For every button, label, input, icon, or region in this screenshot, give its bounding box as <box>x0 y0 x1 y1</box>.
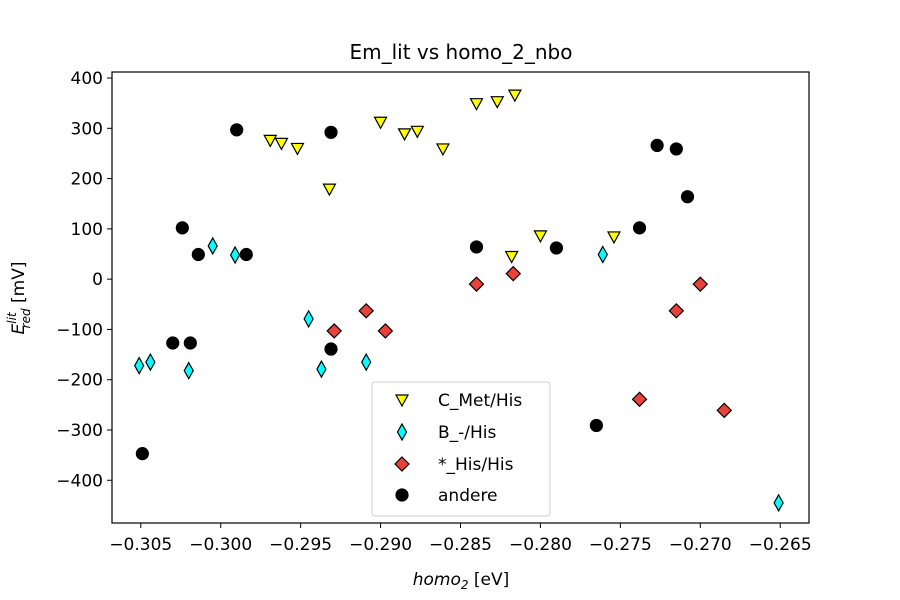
x-axis-label-main: homo <box>413 570 461 590</box>
legend: C_Met/His B_-/His *_His/His andere <box>371 381 551 517</box>
data-point <box>589 418 603 433</box>
series-c-met-his <box>263 89 621 264</box>
data-point <box>504 250 519 264</box>
data-point <box>631 391 648 408</box>
y-tick-label: 0 <box>92 270 103 290</box>
y-tick-label: 300 <box>71 119 103 139</box>
x-tick-label: −0.305 <box>109 535 172 555</box>
x-tick-label: −0.270 <box>669 535 732 555</box>
x-axis-label-sub: 2 <box>461 578 469 592</box>
x-tick-label: −0.275 <box>589 535 652 555</box>
y-tick-label: 200 <box>71 170 103 190</box>
legend-marker-c-met-his <box>394 394 410 408</box>
data-point <box>230 123 244 137</box>
y-tick-label: 400 <box>71 69 103 89</box>
legend-label-andere: andere <box>438 486 498 506</box>
data-point <box>435 143 450 157</box>
y-tick-label: −300 <box>56 421 103 441</box>
legend-label-c-met-his: C_Met/His <box>438 391 522 411</box>
data-point <box>326 323 343 339</box>
series-andere <box>135 123 695 461</box>
data-point <box>669 142 683 156</box>
y-axis-label-main: E <box>9 323 29 334</box>
y-tick-label: −200 <box>56 371 103 391</box>
data-point <box>377 323 394 339</box>
data-point <box>183 336 197 350</box>
data-point <box>316 359 327 379</box>
data-point <box>469 98 484 111</box>
data-point <box>468 276 485 293</box>
data-point <box>490 96 505 109</box>
data-point <box>606 231 621 245</box>
x-axis-label-unit: [eV] <box>469 570 510 590</box>
data-point <box>191 247 205 262</box>
data-point <box>229 245 241 265</box>
legend-marker-his-his <box>394 456 410 472</box>
chart-title: Em_lit vs homo_2_nbo <box>349 40 572 64</box>
data-point <box>668 302 685 319</box>
data-point <box>166 336 180 350</box>
data-point <box>533 230 548 244</box>
data-point <box>303 309 314 329</box>
data-point <box>507 89 522 103</box>
points-layer <box>133 89 784 513</box>
data-point <box>373 116 388 130</box>
data-point <box>133 356 145 375</box>
data-point <box>505 265 522 282</box>
data-point <box>597 245 608 264</box>
y-tick-label: −100 <box>56 320 103 340</box>
x-tick-label: −0.290 <box>349 535 412 555</box>
series-b-his <box>133 236 784 513</box>
x-tick-label: −0.265 <box>749 535 812 555</box>
legend-label-b-his: B_-/His <box>438 423 497 443</box>
data-point <box>145 352 156 372</box>
data-point <box>324 342 338 356</box>
legend-markers <box>394 394 410 502</box>
data-point <box>322 183 337 197</box>
data-point <box>716 402 733 419</box>
data-point <box>135 447 149 461</box>
data-point <box>632 221 647 235</box>
data-point <box>207 236 218 256</box>
y-axis-ticks: 400 300 200 100 0 −100 −200 −300 −400 <box>56 69 112 491</box>
x-axis-label: homo2 [eV] <box>413 570 510 592</box>
legend-label-his-his: *_His/His <box>438 455 514 475</box>
data-point <box>680 190 695 204</box>
data-point <box>183 361 194 380</box>
data-point <box>175 221 189 235</box>
data-point <box>324 125 338 139</box>
data-point <box>773 493 784 513</box>
x-tick-label: −0.280 <box>509 535 572 555</box>
x-axis-ticks: −0.305 −0.300 −0.295 −0.290 −0.285 −0.280 −0.2… <box>109 523 812 555</box>
data-point <box>360 352 372 372</box>
data-point <box>397 128 412 142</box>
x-tick-label: −0.300 <box>189 535 252 555</box>
data-point <box>692 276 709 293</box>
y-axis-label-sub: red <box>19 308 33 328</box>
legend-marker-andere <box>395 488 409 502</box>
legend-box <box>371 381 551 517</box>
y-tick-label: −400 <box>56 471 103 491</box>
x-tick-label: −0.285 <box>429 535 492 555</box>
y-tick-label: 100 <box>71 220 103 240</box>
data-point <box>274 137 289 151</box>
y-axis-label: Elitred [mV] <box>5 262 33 335</box>
data-point <box>549 241 564 255</box>
data-point <box>290 142 305 156</box>
data-point <box>650 138 664 153</box>
data-point <box>263 134 278 148</box>
data-point <box>239 247 253 262</box>
data-point <box>358 302 375 319</box>
series-his-his <box>326 265 733 419</box>
x-tick-label: −0.295 <box>269 535 332 555</box>
y-axis-label-unit: [mV] <box>9 262 29 309</box>
y-axis-label-sup: lit <box>5 311 19 324</box>
legend-marker-b-his <box>396 422 408 442</box>
data-point <box>410 125 425 139</box>
data-point <box>469 240 484 254</box>
